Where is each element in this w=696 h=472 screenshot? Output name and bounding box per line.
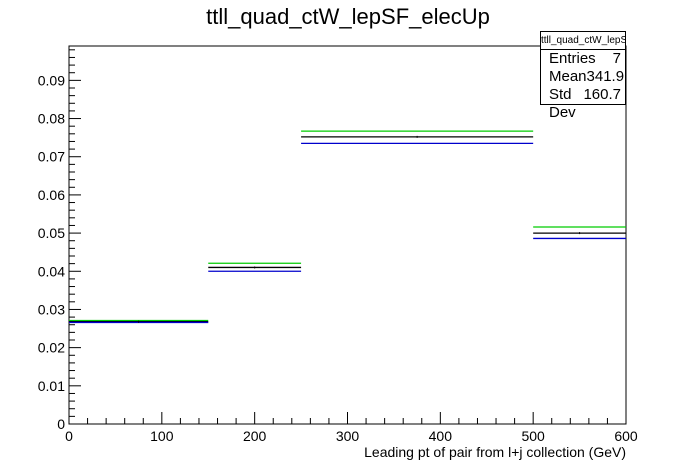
y-tick-label: 0 xyxy=(57,416,65,432)
stats-box: ttll_quad_ctW_lepSF_elecUp Entries 7 Mea… xyxy=(540,31,626,121)
x-tick-label: 500 xyxy=(521,428,545,444)
y-tick-label: 0.05 xyxy=(38,225,65,241)
stats-label: Mean xyxy=(549,68,587,85)
stats-title: ttll_quad_ctW_lepSF_elecUp xyxy=(541,32,625,50)
series-1 xyxy=(69,136,626,323)
series-layer xyxy=(69,130,626,324)
y-tick-label: 0.07 xyxy=(38,149,65,165)
x-axis-label: Leading pt of pair from l+j collection (… xyxy=(364,444,626,460)
y-tick-label: 0.09 xyxy=(38,72,65,88)
x-tick-label: 400 xyxy=(429,428,453,444)
x-tick-label: 100 xyxy=(150,428,174,444)
y-axis: 0 0.01 0.02 0.03 0.04 0.05 0.06 0.07 0.08 0.09 xyxy=(38,49,81,432)
stats-value: 7 xyxy=(612,50,621,67)
x-axis: 0 100 200 300 400 500 600 xyxy=(65,412,638,444)
stats-label: Entries xyxy=(549,50,596,67)
y-tick-label: 0.06 xyxy=(38,187,65,203)
series-0 xyxy=(69,130,626,322)
stats-row-entries: Entries 7 xyxy=(541,50,625,68)
stats-value: 160.7 xyxy=(583,86,621,103)
chart-title: ttll_quad_ctW_lepSF_elecUp xyxy=(206,4,490,29)
stats-row-mean: Mean 341.9 xyxy=(541,68,625,86)
y-tick-label: 0.08 xyxy=(38,111,65,127)
y-tick-label: 0.01 xyxy=(38,378,65,394)
x-tick-label: 600 xyxy=(614,428,638,444)
stats-row-std-dev: Std Dev 160.7 xyxy=(541,86,625,122)
stats-label: Std Dev xyxy=(549,86,576,121)
y-tick-label: 0.04 xyxy=(38,263,65,279)
stats-value: 341.9 xyxy=(586,68,625,85)
x-tick-label: 200 xyxy=(243,428,267,444)
x-tick-label: 0 xyxy=(65,428,73,444)
y-tick-label: 0.03 xyxy=(38,301,65,317)
y-tick-label: 0.02 xyxy=(38,340,65,356)
x-tick-label: 300 xyxy=(336,428,360,444)
